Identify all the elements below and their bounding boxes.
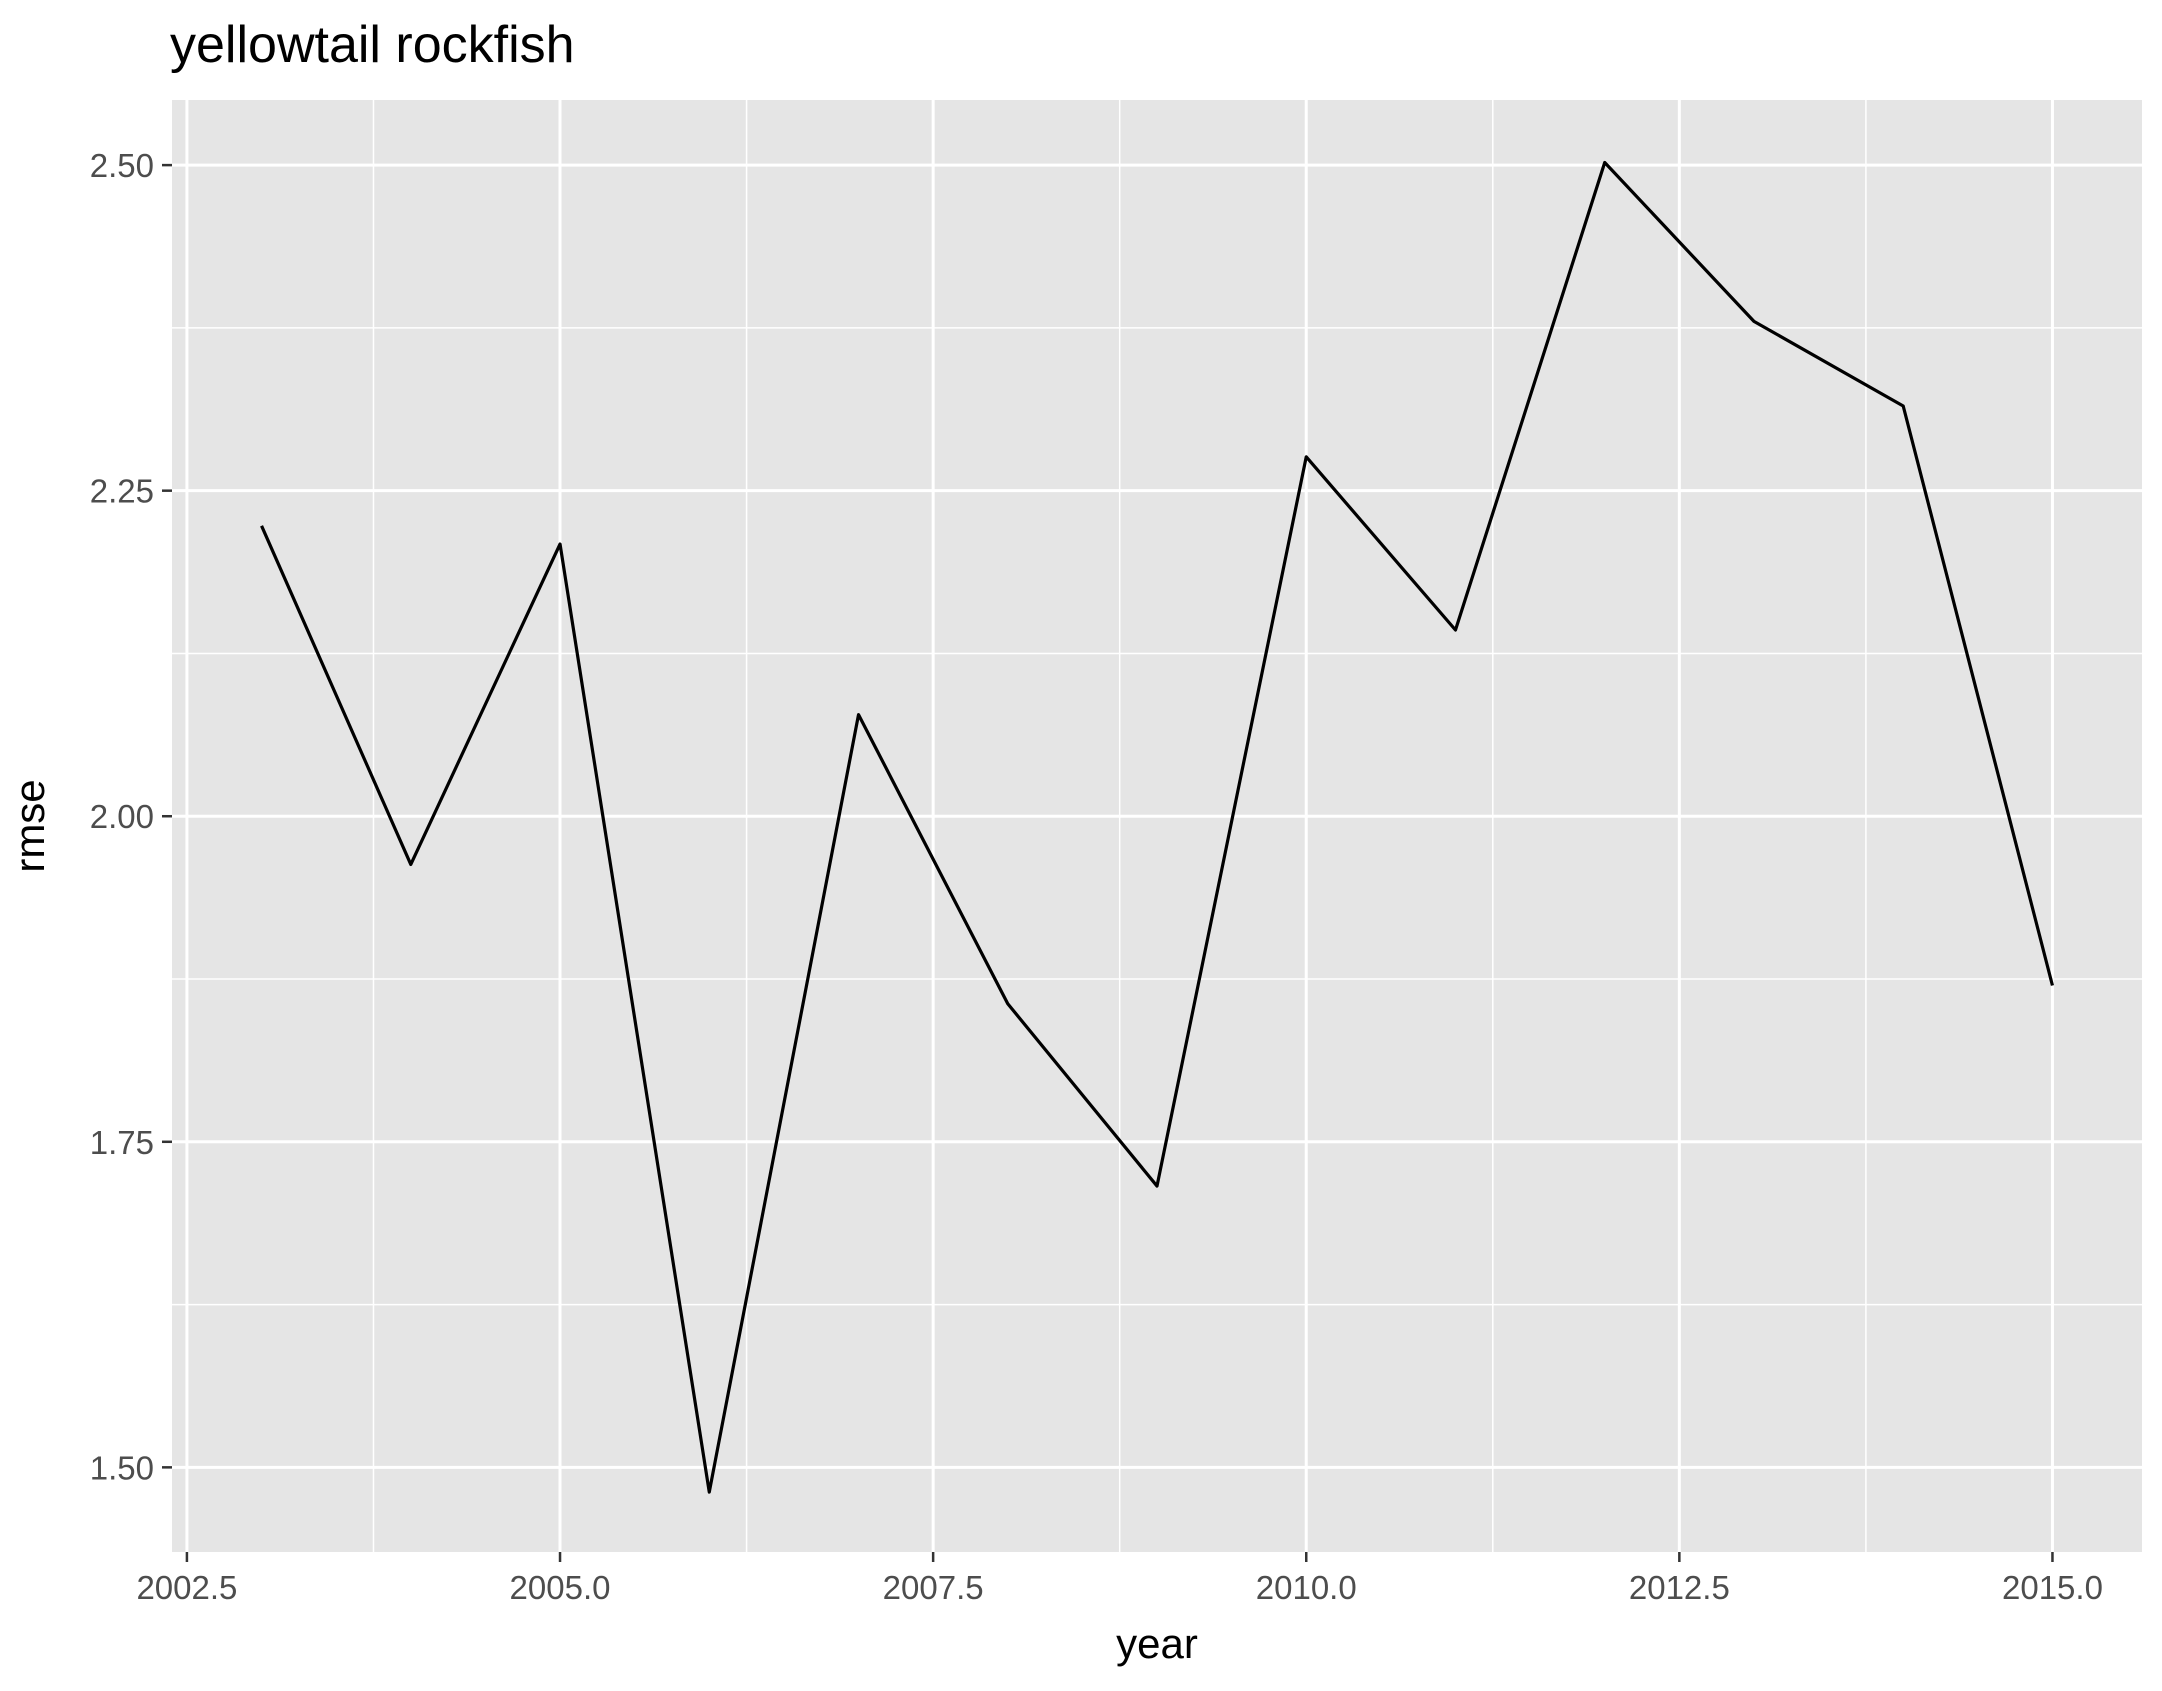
- y-tick-label: 2.00: [90, 798, 154, 835]
- chart-title: yellowtail rockfish: [170, 16, 575, 74]
- x-tick-label: 2007.5: [883, 1569, 984, 1606]
- y-tick-label: 1.75: [90, 1124, 154, 1161]
- x-tick-label: 2010.0: [1256, 1569, 1357, 1606]
- y-tick-label: 1.50: [90, 1449, 154, 1486]
- series-layer: [260, 160, 2054, 1494]
- y-tick-label: 2.25: [90, 473, 154, 510]
- x-axis: 2002.5 2005.0 2007.5 2010.0 2012.5 2015.0: [136, 1552, 2103, 1606]
- x-tick-label: 2002.5: [136, 1569, 237, 1606]
- y-tick-label: 2.50: [90, 147, 154, 184]
- series-line: [260, 160, 2054, 1494]
- x-tick-label: 2015.0: [2002, 1569, 2103, 1606]
- minor-gridlines: [172, 100, 2142, 1552]
- plot-panel: [172, 100, 2142, 1552]
- x-axis-title: year: [1116, 1620, 1198, 1667]
- x-tick-label: 2012.5: [1629, 1569, 1730, 1606]
- major-gridlines: [172, 100, 2142, 1552]
- y-axis: 1.50 1.75 2.00 2.25 2.50: [90, 147, 172, 1486]
- x-tick-label: 2005.0: [510, 1569, 611, 1606]
- y-axis-title: rmse: [6, 779, 53, 872]
